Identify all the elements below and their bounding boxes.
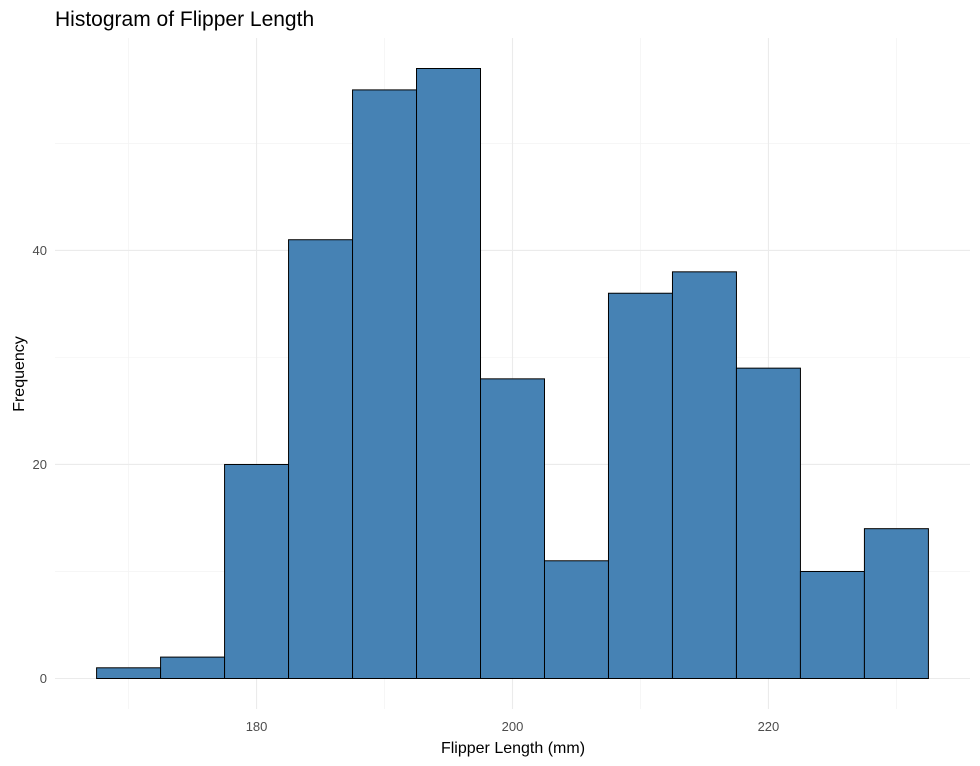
histogram-bar-0 — [96, 667, 162, 679]
y-tick-label: 0 — [40, 671, 47, 686]
histogram-bar-5 — [416, 68, 482, 679]
histogram-bar-1 — [160, 656, 226, 680]
histogram-bar-8 — [607, 292, 673, 679]
histogram-bar-4 — [352, 89, 418, 680]
y-axis-title: Frequency — [11, 336, 28, 412]
histogram-bar-9 — [671, 271, 737, 679]
histogram-bar-2 — [224, 463, 290, 679]
histogram-bar-7 — [543, 560, 609, 679]
y-tick-label: 20 — [33, 457, 47, 472]
x-tick-label: 200 — [502, 719, 524, 734]
x-axis-title: Flipper Length (mm) — [441, 740, 585, 757]
histogram-bar-11 — [799, 570, 865, 680]
x-tick-label: 220 — [758, 719, 780, 734]
histogram-bar-3 — [288, 239, 354, 680]
histogram-bar-10 — [735, 367, 801, 679]
histogram-bar-12 — [863, 528, 929, 679]
bars-layer — [96, 68, 929, 680]
x-tick-label: 180 — [246, 719, 268, 734]
tick-labels-layer: 180 200 220 0 20 40 — [33, 243, 780, 734]
histogram-bar-6 — [480, 378, 545, 679]
chart-title: Histogram of Flipper Length — [55, 8, 314, 31]
y-tick-label: 40 — [33, 243, 47, 258]
